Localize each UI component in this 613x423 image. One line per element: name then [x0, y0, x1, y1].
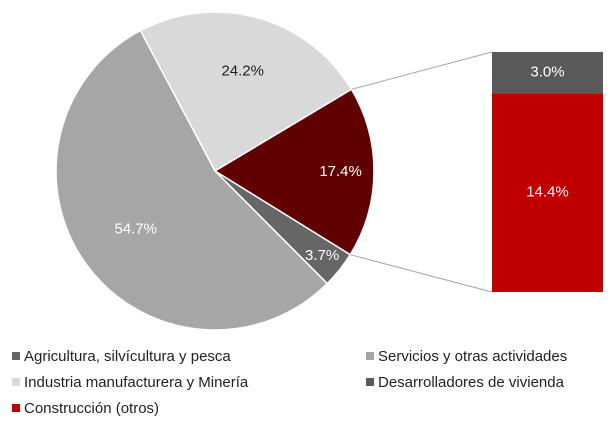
- legend-swatch: [366, 378, 374, 386]
- legend-label: Desarrolladores de vivienda: [378, 374, 565, 391]
- connector: [351, 51, 493, 90]
- pie-slice: [139, 11, 353, 173]
- legend: Agricultura, silvícultura y pesca Servic…: [12, 348, 567, 417]
- legend-label: Servicios y otras actividades: [378, 348, 567, 365]
- connector: [350, 254, 493, 293]
- legend-swatch: [12, 404, 20, 412]
- bar-segment: [492, 52, 603, 94]
- bar-label: 3.0%: [530, 64, 564, 81]
- slice-label: 54.7%: [114, 221, 157, 238]
- legend-swatch: [12, 378, 20, 386]
- pie-slice: [213, 88, 375, 256]
- legend-swatch: [12, 352, 20, 360]
- slice-label: 3.7%: [305, 247, 339, 264]
- legend-label: Construcción (otros): [24, 400, 159, 417]
- legend-label: Industria manufacturera y Minería: [24, 374, 249, 391]
- slice-label: 17.4%: [319, 163, 362, 180]
- pie-slice: [55, 29, 329, 331]
- bar-label: 14.4%: [526, 184, 569, 201]
- bar-segment: [492, 93, 603, 293]
- legend-swatch: [366, 352, 374, 360]
- legend-label: Agricultura, silvícultura y pesca: [24, 348, 231, 365]
- slice-label: 24.2%: [221, 62, 264, 79]
